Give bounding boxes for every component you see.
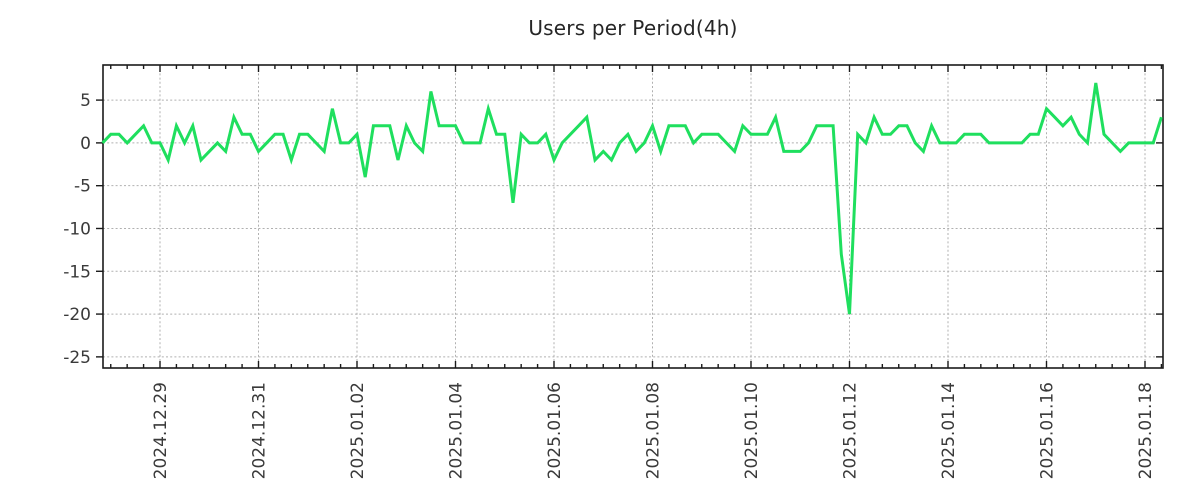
y-tick-label: -15 [63,262,91,282]
y-tick-label: -25 [63,348,91,368]
x-tick-label: 2025.01.08 [644,382,664,479]
x-tick-label: 2025.01.16 [1038,382,1058,479]
x-tick-label: 2025.01.10 [742,382,762,479]
x-tick-label: 2025.01.14 [939,382,959,479]
series-line [101,82,1163,315]
x-tick-label: 2025.01.04 [447,382,467,479]
plot-border [102,64,1164,369]
y-tick-label: -20 [63,305,91,325]
x-tick-label: 2024.12.29 [151,382,171,479]
chart-title: Users per Period(4h) [528,16,738,40]
x-tick-label: 2025.01.02 [348,382,368,479]
y-tick-label: 0 [80,134,91,154]
x-tick-label: 2024.12.31 [250,382,270,479]
x-tick-label: 2025.01.12 [841,382,861,479]
x-tick-label: 2025.01.18 [1136,382,1156,479]
y-tick-label: -5 [74,177,91,197]
x-tick-label: 2025.01.06 [545,382,565,479]
y-tick-label: -10 [63,219,91,239]
y-tick-label: 5 [80,91,91,111]
